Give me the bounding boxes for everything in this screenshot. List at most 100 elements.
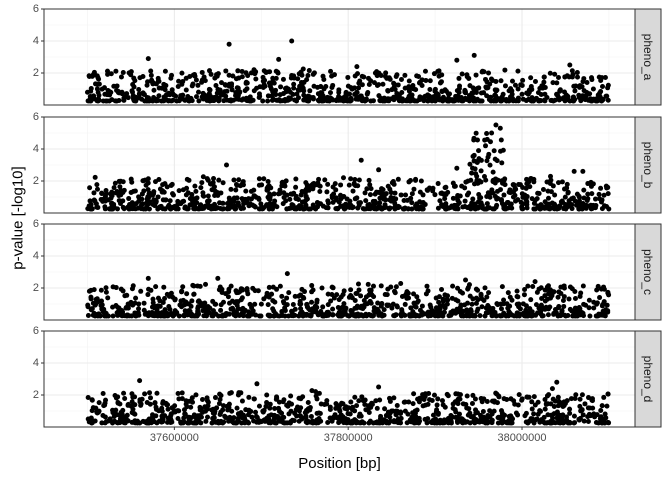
data-point bbox=[547, 180, 553, 186]
data-point bbox=[560, 96, 566, 102]
data-point bbox=[398, 411, 404, 417]
data-point bbox=[118, 201, 124, 207]
data-point bbox=[220, 299, 226, 305]
data-point bbox=[556, 303, 562, 309]
data-point bbox=[165, 402, 171, 408]
y-tick-label: 6 bbox=[33, 325, 39, 337]
data-point bbox=[198, 300, 204, 306]
data-point bbox=[349, 205, 355, 211]
data-point bbox=[272, 413, 278, 419]
data-point bbox=[227, 390, 233, 396]
data-point bbox=[542, 98, 548, 104]
data-point bbox=[105, 197, 111, 203]
data-point bbox=[162, 197, 168, 203]
data-point bbox=[248, 70, 254, 76]
data-point bbox=[544, 201, 550, 207]
data-point bbox=[482, 313, 488, 319]
y-tick-label: 2 bbox=[33, 282, 39, 294]
data-point bbox=[449, 295, 455, 301]
data-point bbox=[586, 97, 592, 103]
data-point bbox=[352, 73, 358, 79]
data-point bbox=[494, 158, 500, 164]
data-point bbox=[272, 405, 278, 411]
data-point bbox=[269, 97, 275, 103]
data-point bbox=[133, 295, 139, 301]
data-point bbox=[216, 287, 222, 293]
data-point bbox=[510, 194, 516, 200]
data-point bbox=[260, 409, 266, 415]
data-point bbox=[352, 91, 358, 97]
data-point bbox=[437, 198, 443, 204]
data-point bbox=[194, 195, 200, 201]
data-point bbox=[489, 420, 495, 426]
data-point bbox=[296, 313, 302, 319]
data-point bbox=[344, 92, 350, 98]
data-point bbox=[597, 295, 603, 301]
data-point bbox=[267, 191, 273, 197]
data-point bbox=[419, 303, 425, 309]
data-point bbox=[453, 93, 459, 99]
data-point bbox=[415, 298, 421, 304]
data-point bbox=[132, 394, 138, 400]
data-point bbox=[209, 420, 215, 426]
y-tick-label: 6 bbox=[33, 218, 39, 230]
data-point bbox=[449, 414, 455, 420]
data-point bbox=[256, 176, 262, 182]
data-point bbox=[105, 295, 111, 301]
data-point bbox=[183, 192, 189, 198]
data-point bbox=[367, 192, 373, 198]
data-point bbox=[215, 71, 221, 77]
data-point bbox=[439, 398, 445, 404]
data-point bbox=[531, 420, 537, 426]
data-point bbox=[410, 410, 416, 416]
data-point bbox=[88, 287, 94, 293]
data-point bbox=[211, 175, 217, 181]
data-point bbox=[417, 307, 423, 313]
data-point bbox=[577, 205, 583, 211]
data-point bbox=[153, 179, 159, 185]
data-point bbox=[539, 296, 545, 302]
data-point bbox=[150, 81, 156, 87]
data-point bbox=[577, 396, 583, 402]
data-point bbox=[603, 183, 609, 189]
data-point bbox=[448, 312, 454, 318]
data-point bbox=[341, 203, 347, 209]
data-point bbox=[143, 206, 149, 212]
data-point bbox=[118, 418, 124, 424]
data-point bbox=[525, 283, 531, 289]
data-point bbox=[226, 401, 232, 407]
data-point bbox=[499, 284, 505, 290]
data-point bbox=[254, 381, 260, 387]
data-point bbox=[552, 192, 558, 198]
y-tick-label: 4 bbox=[33, 357, 39, 369]
data-point bbox=[585, 203, 591, 209]
data-point bbox=[595, 92, 601, 98]
data-point bbox=[92, 72, 98, 78]
data-point bbox=[493, 204, 499, 210]
data-point bbox=[129, 200, 135, 206]
data-point bbox=[330, 312, 336, 318]
data-point bbox=[274, 97, 280, 103]
data-point bbox=[562, 74, 568, 80]
data-point bbox=[478, 195, 484, 201]
data-point bbox=[352, 394, 358, 400]
data-point bbox=[464, 393, 470, 399]
data-point bbox=[280, 420, 286, 426]
data-point bbox=[297, 87, 303, 93]
data-point bbox=[560, 298, 566, 304]
data-point bbox=[430, 418, 436, 424]
data-point bbox=[488, 76, 494, 82]
data-point bbox=[590, 205, 596, 211]
data-point bbox=[235, 200, 241, 206]
data-point bbox=[487, 96, 493, 102]
data-point bbox=[587, 313, 593, 319]
data-point bbox=[556, 289, 562, 295]
data-point bbox=[412, 303, 418, 309]
data-point bbox=[586, 297, 592, 303]
data-point bbox=[104, 92, 110, 98]
y-tick-label: 2 bbox=[33, 175, 39, 187]
data-point bbox=[422, 201, 428, 207]
data-point bbox=[175, 206, 181, 212]
data-point bbox=[130, 283, 136, 289]
data-point bbox=[273, 75, 279, 81]
